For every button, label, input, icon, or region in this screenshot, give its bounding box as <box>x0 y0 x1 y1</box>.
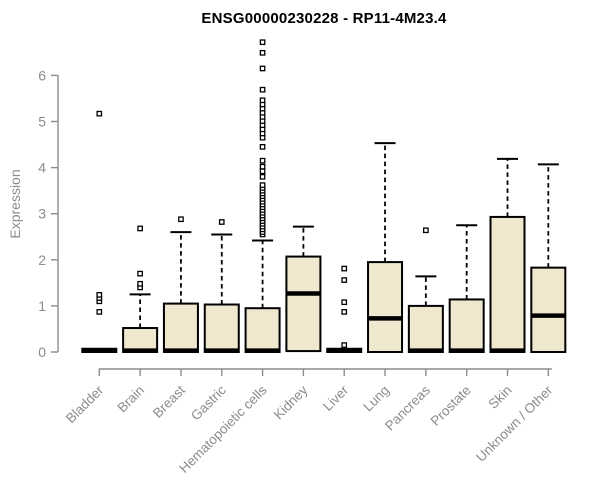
outlier-point <box>96 110 103 117</box>
outlier-point <box>259 157 266 164</box>
y-tick-label: 4 <box>38 160 46 176</box>
y-tick-label: 1 <box>38 298 46 314</box>
y-tick-label: 6 <box>38 67 46 83</box>
chart-title: ENSG00000230228 - RP11-4M23.4 <box>201 10 447 27</box>
outlier-point <box>137 270 143 277</box>
x-tick-label: Unknown / Other <box>473 382 556 465</box>
outlier-point <box>259 182 266 188</box>
y-tick-label: 0 <box>38 344 46 360</box>
iqr-box <box>407 304 444 353</box>
x-tick-label: Gastric <box>188 382 229 423</box>
outlier-point <box>259 163 266 170</box>
iqr-box <box>448 298 485 354</box>
y-tick-label: 5 <box>38 114 46 130</box>
outlier-point <box>259 86 266 93</box>
iqr-box <box>367 261 404 354</box>
iqr-box <box>162 302 199 353</box>
outlier-point <box>341 342 348 348</box>
x-tick-label: Breast <box>150 382 188 420</box>
y-tick-label: 2 <box>38 252 46 268</box>
outlier-point <box>341 277 348 283</box>
outlier-point <box>341 265 348 272</box>
x-tick-label: Pancreas <box>382 382 433 433</box>
outlier-point <box>259 49 266 56</box>
outlier-point <box>178 216 184 223</box>
x-tick-label: Lung <box>360 383 392 415</box>
iqr-box <box>530 266 567 353</box>
outlier-point <box>259 65 266 72</box>
outlier-point <box>259 173 266 180</box>
iqr-box <box>489 215 526 353</box>
outlier-point <box>341 309 348 315</box>
outlier-point <box>423 227 429 234</box>
y-tick-label: 3 <box>38 206 46 222</box>
outlier-point <box>341 299 348 306</box>
x-tick-label: Brain <box>114 383 147 416</box>
outlier-point <box>137 280 143 287</box>
outlier-point <box>259 168 266 175</box>
outlier-point <box>218 219 225 225</box>
iqr-box <box>203 303 240 353</box>
iqr-box <box>285 255 322 353</box>
x-tick-label: Bladder <box>63 382 107 426</box>
x-tick-label: Liver <box>320 382 352 414</box>
x-tick-label: Skin <box>485 383 514 412</box>
outlier-point <box>259 97 266 104</box>
x-tick-label: Kidney <box>271 382 311 422</box>
outlier-point <box>259 144 266 150</box>
outlier-point <box>96 291 103 298</box>
outlier-point <box>259 39 266 46</box>
iqr-box <box>244 307 281 353</box>
outlier-point <box>137 225 143 232</box>
outlier-point <box>96 309 103 315</box>
x-tick-label: Prostate <box>428 383 474 429</box>
